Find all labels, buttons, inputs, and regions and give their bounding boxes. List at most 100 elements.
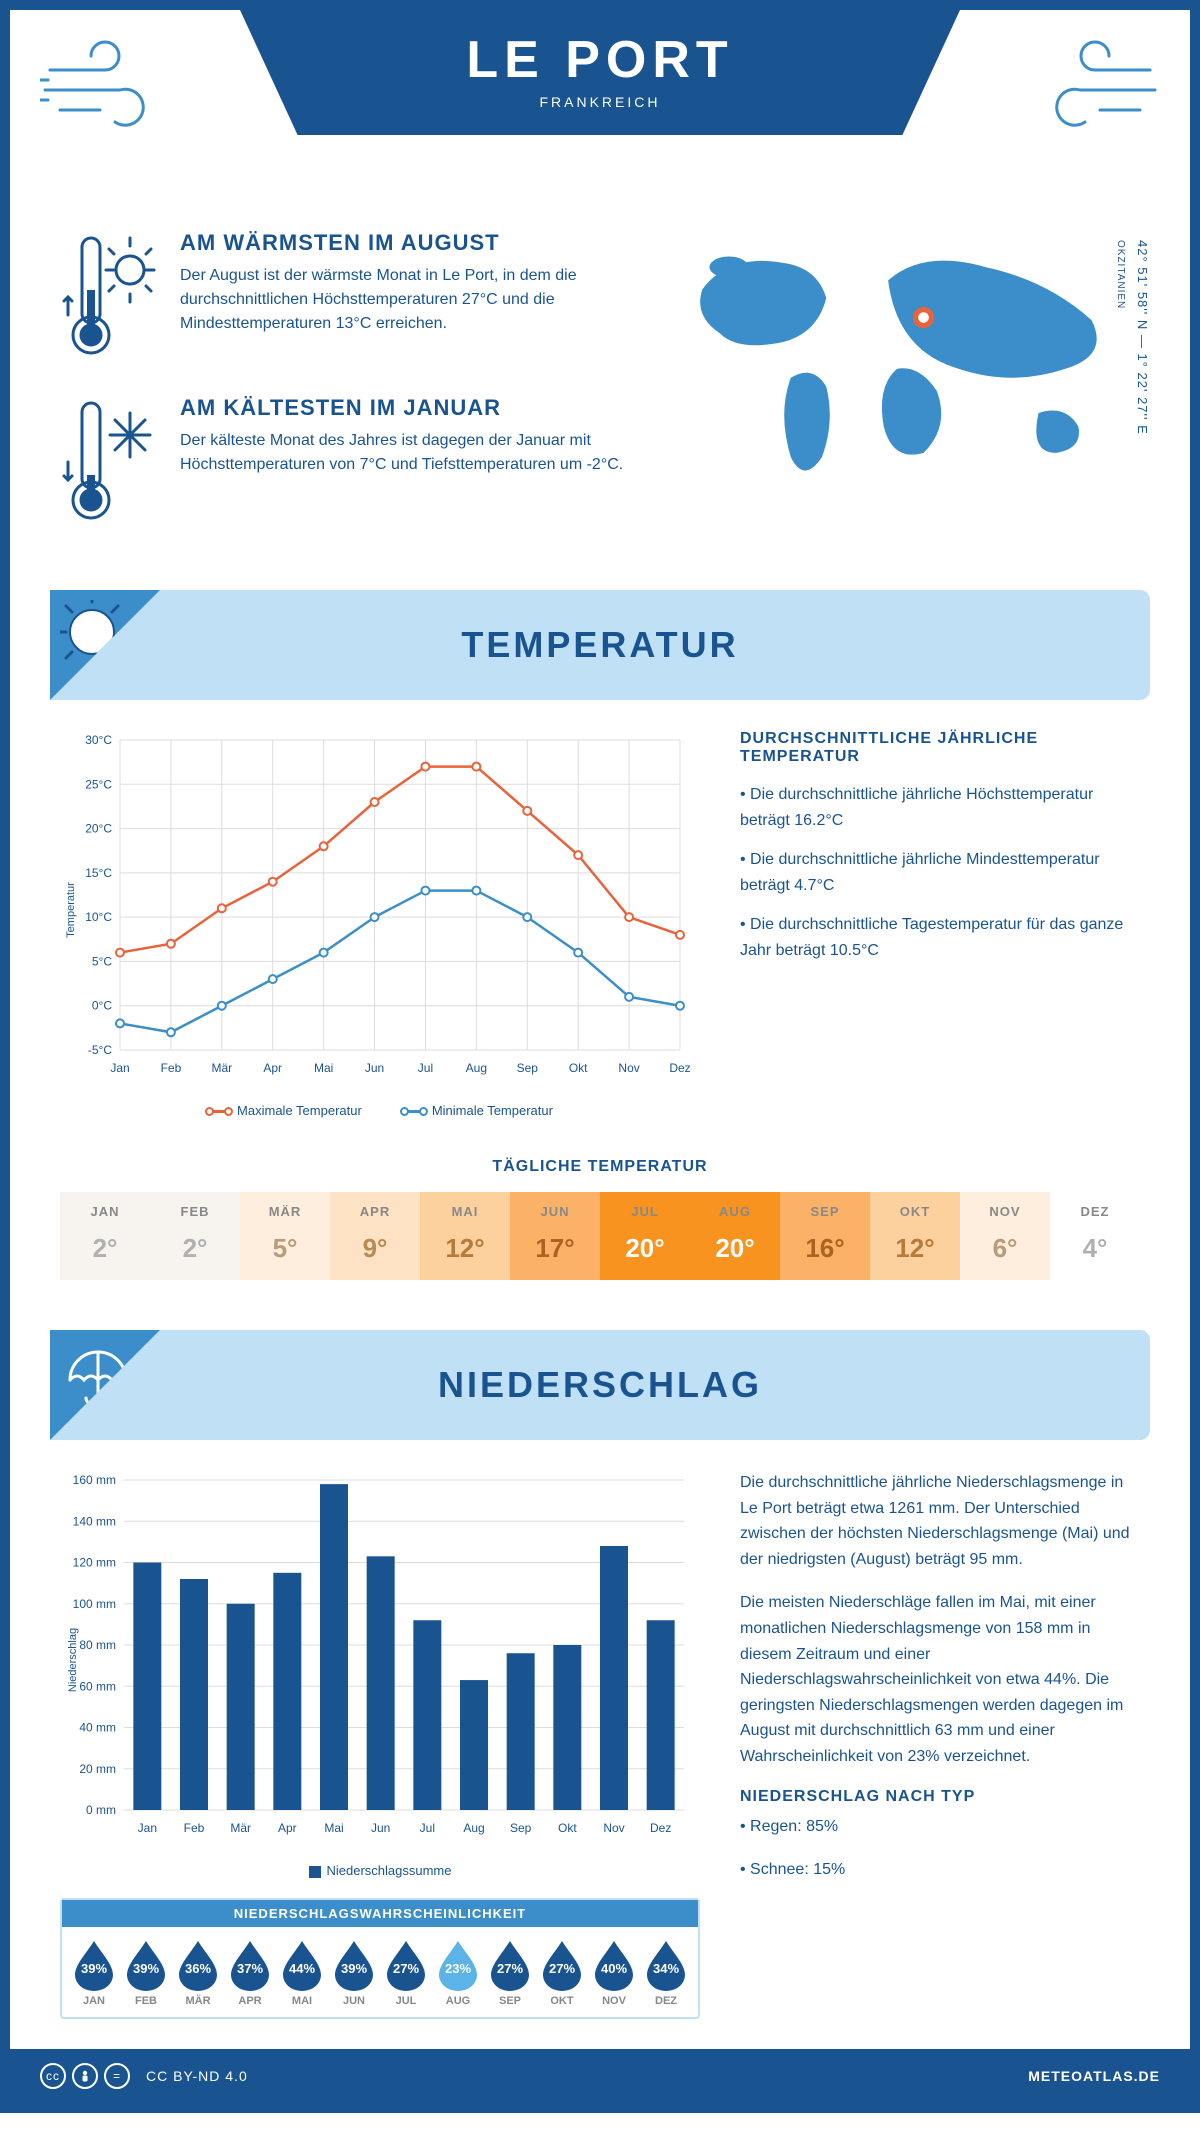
svg-text:20°C: 20°C (85, 822, 112, 836)
precip-legend-label: Niederschlagssumme (327, 1863, 452, 1878)
precip-para-1: Die durchschnittliche jährliche Niedersc… (740, 1470, 1140, 1572)
svg-text:Okt: Okt (569, 1061, 588, 1075)
world-map-icon (667, 230, 1127, 490)
probability-cell: 39% FEB (120, 1939, 172, 2007)
svg-text:Mär: Mär (230, 1821, 251, 1835)
raindrop-icon: 39% (73, 1939, 115, 1991)
raindrop-icon: 27% (489, 1939, 531, 1991)
probability-cell: 40% NOV (588, 1939, 640, 2007)
svg-text:Temperatur: Temperatur (65, 882, 77, 938)
country-subtitle: FRANKREICH (380, 94, 820, 110)
heat-cell: OKT12° (870, 1192, 960, 1280)
license-text: CC BY-ND 4.0 (146, 2068, 248, 2084)
legend-min-label: Minimale Temperatur (432, 1103, 553, 1118)
heat-cell: MAI12° (420, 1192, 510, 1280)
svg-text:30°C: 30°C (85, 733, 112, 747)
svg-text:Jun: Jun (371, 1821, 390, 1835)
svg-text:Nov: Nov (618, 1061, 639, 1075)
svg-text:0 mm: 0 mm (86, 1803, 116, 1817)
svg-text:Niederschlag: Niederschlag (67, 1628, 79, 1692)
heat-cell: JAN2° (60, 1192, 150, 1280)
map-column: OKZITANIEN 42° 51' 58'' N — 1° 22' 27'' … (667, 230, 1140, 560)
svg-text:25°C: 25°C (85, 777, 112, 791)
raindrop-icon: 39% (125, 1939, 167, 1991)
raindrop-icon: 44% (281, 1939, 323, 1991)
daily-temp-title: TÄGLICHE TEMPERATUR (10, 1158, 1190, 1176)
fact-warm-text: Der August ist der wärmste Monat in Le P… (180, 264, 627, 336)
probability-cell: 37% APR (224, 1939, 276, 2007)
by-icon (72, 2063, 98, 2089)
heat-cell: JUN17° (510, 1192, 600, 1280)
svg-text:60 mm: 60 mm (79, 1679, 116, 1693)
svg-text:Dez: Dez (669, 1061, 690, 1075)
svg-text:Jan: Jan (110, 1061, 129, 1075)
heat-cell: FEB2° (150, 1192, 240, 1280)
probability-cell: 39% JUN (328, 1939, 380, 2007)
svg-text:Feb: Feb (184, 1821, 205, 1835)
svg-text:Mai: Mai (324, 1821, 343, 1835)
svg-text:Apr: Apr (263, 1061, 282, 1075)
svg-text:Nov: Nov (603, 1821, 624, 1835)
svg-text:Dez: Dez (650, 1821, 671, 1835)
svg-text:Aug: Aug (466, 1061, 487, 1075)
probability-cell: 44% MAI (276, 1939, 328, 2007)
heat-cell: JUL20° (600, 1192, 690, 1280)
temp-bullet: • Die durchschnittliche Tagestemperatur … (740, 912, 1140, 963)
raindrop-icon: 37% (229, 1939, 271, 1991)
precip-heading: NIEDERSCHLAG (50, 1364, 1150, 1406)
fact-coldest: AM KÄLTESTEN IM JANUAR Der kälteste Mona… (60, 395, 627, 530)
svg-text:10°C: 10°C (85, 910, 112, 924)
precip-bar-chart: 0 mm20 mm40 mm60 mm80 mm100 mm120 mm140 … (60, 1470, 700, 1878)
svg-text:20 mm: 20 mm (79, 1762, 116, 1776)
probability-cell: 23% AUG (432, 1939, 484, 2007)
svg-text:100 mm: 100 mm (73, 1597, 116, 1611)
svg-text:Jan: Jan (138, 1821, 157, 1835)
svg-text:Okt: Okt (558, 1821, 577, 1835)
svg-text:5°C: 5°C (92, 954, 112, 968)
svg-text:Aug: Aug (463, 1821, 484, 1835)
svg-text:160 mm: 160 mm (73, 1473, 116, 1487)
title-banner: LE PORT FRANKREICH (240, 10, 960, 135)
legend-max-label: Maximale Temperatur (237, 1103, 362, 1118)
raindrop-icon: 23% (437, 1939, 479, 1991)
probability-cell: 39% JAN (68, 1939, 120, 2007)
fact-warm-title: AM WÄRMSTEN IM AUGUST (180, 230, 627, 256)
svg-text:0°C: 0°C (92, 999, 112, 1013)
precip-legend: Niederschlagssumme (60, 1863, 700, 1878)
precip-section-bar: NIEDERSCHLAG (50, 1330, 1150, 1440)
precip-content: 0 mm20 mm40 mm60 mm80 mm100 mm120 mm140 … (10, 1470, 1190, 2049)
daily-temp-heat-strip: JAN2°FEB2°MÄR5°APR9°MAI12°JUN17°JUL20°AU… (60, 1192, 1140, 1280)
probability-cell: 27% SEP (484, 1939, 536, 2007)
svg-text:140 mm: 140 mm (73, 1514, 116, 1528)
probability-cell: 27% OKT (536, 1939, 588, 2007)
wind-icon-left (40, 40, 180, 145)
svg-text:-5°C: -5°C (88, 1043, 112, 1057)
footer: cc = CC BY-ND 4.0 METEOATLAS.DE (10, 2049, 1190, 2103)
svg-text:120 mm: 120 mm (73, 1556, 116, 1570)
temp-bullet: • Die durchschnittliche jährliche Höchst… (740, 782, 1140, 833)
raindrop-icon: 39% (333, 1939, 375, 1991)
svg-text:80 mm: 80 mm (79, 1638, 116, 1652)
temperature-line-chart: -5°C0°C5°C10°C15°C20°C25°C30°CTemperatur… (60, 730, 700, 1118)
thermometer-hot-icon (60, 230, 160, 365)
raindrop-icon: 27% (385, 1939, 427, 1991)
temperature-content: -5°C0°C5°C10°C15°C20°C25°C30°CTemperatur… (10, 730, 1190, 1148)
heat-cell: NOV6° (960, 1192, 1050, 1280)
nd-icon: = (104, 2063, 130, 2089)
precip-para-2: Die meisten Niederschläge fallen im Mai,… (740, 1590, 1140, 1769)
svg-text:Jun: Jun (365, 1061, 384, 1075)
precip-type-bullet: • Schnee: 15% (740, 1857, 1140, 1883)
heat-cell: SEP16° (780, 1192, 870, 1280)
header: LE PORT FRANKREICH (10, 10, 1190, 210)
raindrop-icon: 27% (541, 1939, 583, 1991)
city-title: LE PORT (380, 30, 820, 90)
fact-warmest: AM WÄRMSTEN IM AUGUST Der August ist der… (60, 230, 627, 365)
facts-column: AM WÄRMSTEN IM AUGUST Der August ist der… (60, 230, 627, 560)
heat-cell: DEZ4° (1050, 1192, 1140, 1280)
probability-cell: 34% DEZ (640, 1939, 692, 2007)
heat-cell: MÄR5° (240, 1192, 330, 1280)
heat-cell: APR9° (330, 1192, 420, 1280)
probability-cell: 27% JUL (380, 1939, 432, 2007)
precip-probability-panel: NIEDERSCHLAGSWAHRSCHEINLICHKEIT 39% JAN … (60, 1898, 700, 2019)
probability-title: NIEDERSCHLAGSWAHRSCHEINLICHKEIT (62, 1900, 698, 1927)
